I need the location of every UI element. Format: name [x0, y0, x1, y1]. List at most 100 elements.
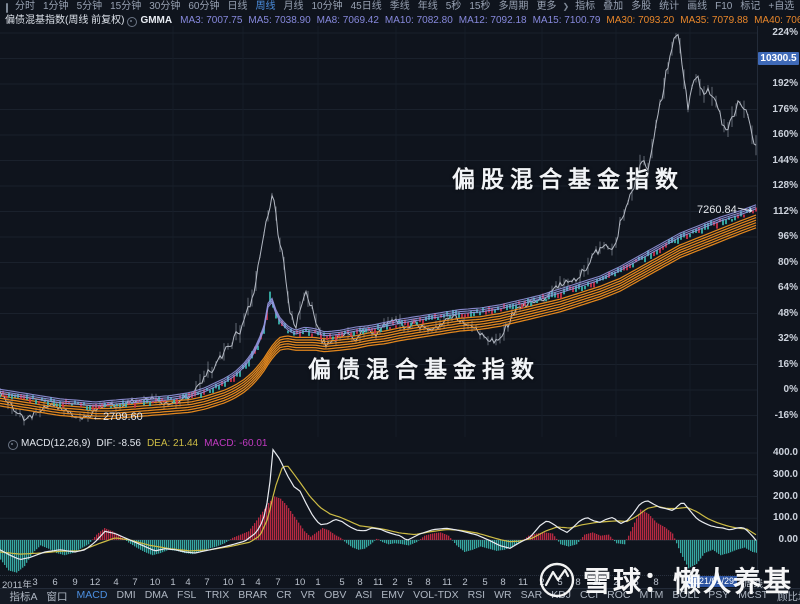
ma-value-MA40: MA40: 7062.96: [754, 15, 800, 26]
indicator-tab-DMA[interactable]: DMA: [144, 589, 169, 601]
y-axis-label--16%: -16%: [774, 409, 798, 421]
y-axis-label-192%: 192%: [772, 78, 798, 89]
indicator-tab-MCST[interactable]: MCST: [738, 589, 769, 601]
x-axis-label: 5: [407, 577, 413, 588]
tool-标记[interactable]: 标记: [740, 1, 761, 12]
indicator-visibility-icon[interactable]: [8, 439, 18, 450]
x-axis-label: 5: [339, 577, 345, 588]
x-axis-label: 10: [222, 577, 234, 588]
x-axis-label: 5: [633, 577, 639, 588]
period-tab-季线[interactable]: 季线: [389, 1, 410, 12]
period-tab-年线[interactable]: 年线: [417, 1, 438, 12]
period-tab-月线[interactable]: 月线: [283, 1, 304, 12]
tool-指标[interactable]: 指标: [575, 1, 596, 12]
indicator-tab-窗口[interactable]: 窗口: [46, 591, 68, 603]
period-tab-周线[interactable]: 周线: [255, 1, 276, 12]
indicator-tab-ASI[interactable]: ASI: [355, 589, 373, 601]
x-axis-label: 11: [592, 577, 602, 588]
y-axis-label-80%: 80%: [777, 256, 798, 268]
period-tab-5分钟[interactable]: 5分钟: [76, 1, 103, 12]
macd-dea-value: DEA: 21.44: [146, 438, 199, 449]
y-axis-label-128%: 128%: [772, 180, 798, 191]
period-tab-60分钟[interactable]: 60分钟: [188, 1, 220, 12]
window-menu-icon[interactable]: [6, 3, 8, 13]
watermark-text: 雪球：懒人养基: [583, 565, 794, 598]
indicator-tab-CR[interactable]: CR: [276, 589, 292, 601]
indicator-tab-RSI[interactable]: RSI: [467, 589, 486, 601]
period-tab-15分钟[interactable]: 15分钟: [110, 1, 142, 12]
indicator-tab-顾比均线[interactable]: 顾比均线: [777, 591, 800, 603]
xueqiu-logo-icon: [539, 562, 575, 598]
indicator-tab-ROC[interactable]: ROC: [607, 589, 631, 601]
band-low-value-label: ←2709.60: [92, 411, 143, 423]
y-axis-label-176%: 176%: [772, 103, 798, 115]
gmma-indicator-label[interactable]: GMMA: [140, 15, 173, 26]
indicator-tab-MTM[interactable]: MTM: [639, 589, 664, 601]
x-axis-label: 7: [275, 577, 281, 588]
x-axis-label: 2011年: [2, 580, 32, 591]
indicator-tab-EMV[interactable]: EMV: [381, 589, 405, 601]
ma-values: MA3: 7007.75 MA5: 7038.90 MA8: 7069.42 MA10…: [174, 14, 800, 27]
period-tab-1分钟[interactable]: 1分钟: [43, 1, 69, 12]
ma-value-MA30: MA30: 7093.20: [606, 15, 675, 26]
x-axis-label: 1: [240, 577, 246, 588]
period-tab-分时[interactable]: 分时: [15, 1, 35, 12]
indicator-tab-VR[interactable]: VR: [300, 589, 316, 601]
tool-叠加[interactable]: 叠加: [603, 1, 624, 12]
x-axis-label: 5: [557, 577, 563, 588]
period-tab-日线[interactable]: 日线: [227, 1, 248, 12]
period-tab-30分钟[interactable]: 30分钟: [149, 1, 181, 12]
period-tab-10分钟[interactable]: 10分钟: [311, 1, 343, 12]
main-chart-canvas[interactable]: [0, 26, 758, 437]
macd-dif-value: DIF: -8.56: [96, 438, 141, 449]
collapse-chevron-icon[interactable]: ❯: [562, 2, 570, 11]
y-axis-label-32%: 32%: [777, 333, 798, 344]
instrument-name[interactable]: 偏债混基指数(周线 前复权): [5, 15, 125, 26]
x-axis-label: 12: [89, 577, 101, 588]
indicator-tab-BOLL[interactable]: BOLL: [672, 589, 700, 601]
y-axis-label-96%: 96%: [777, 231, 798, 242]
y-axis-label-144%: 144%: [772, 154, 798, 166]
indicator-tab-WR[interactable]: WR: [494, 589, 512, 601]
indicator-tab-SAR[interactable]: SAR: [520, 589, 543, 601]
tool-多股[interactable]: 多股: [631, 1, 652, 12]
tool-统计[interactable]: 统计: [659, 1, 680, 12]
arrow-right-icon: ⟶: [735, 202, 754, 218]
x-axis-label: 11: [442, 577, 452, 588]
indicator-tab-指标A[interactable]: 指标A: [9, 591, 38, 603]
ma-value-MA5: MA5: 7038.90: [248, 15, 311, 26]
x-axis-label: 9: [72, 577, 78, 588]
bond-fund-index-annotation: 偏债混合基金指数: [308, 356, 540, 383]
x-axis-label: 4: [113, 577, 119, 588]
macd-header: MACD(12,26,9) DIF: -8.56 DEA: 21.44 MACD…: [5, 437, 267, 450]
x-axis-label: 2: [462, 577, 468, 588]
x-axis-label: 8: [653, 577, 659, 588]
indicator-tab-FSL[interactable]: FSL: [177, 589, 197, 601]
period-tab-5秒[interactable]: 5秒: [445, 1, 462, 12]
indicator-visibility-icon[interactable]: [127, 16, 138, 27]
indicator-tab-VOL-TDX[interactable]: VOL-TDX: [413, 589, 459, 601]
crosshair-date-tag: 2021/01/29: [686, 576, 738, 587]
period-tab-15秒[interactable]: 15秒: [469, 1, 491, 12]
tool-画线[interactable]: 画线: [687, 1, 708, 12]
x-axis-label: 11: [518, 577, 528, 588]
tool-+自选[interactable]: +自选: [768, 1, 795, 12]
tool-F10[interactable]: F10: [715, 1, 733, 12]
macd-params-label[interactable]: MACD(12,26,9): [21, 438, 91, 449]
indicator-tab-BRAR[interactable]: BRAR: [238, 589, 268, 601]
indicator-tab-TRIX[interactable]: TRIX: [205, 589, 230, 601]
period-tab-多周期[interactable]: 多周期: [498, 1, 529, 12]
indicator-tab-CCI[interactable]: CCI: [580, 589, 599, 601]
indicator-tab-DMI[interactable]: DMI: [116, 589, 136, 601]
period-tab-更多[interactable]: 更多: [536, 1, 557, 12]
price-axis-divider: [757, 26, 758, 575]
x-axis-label: 2: [392, 577, 398, 588]
x-axis-label: 8: [500, 577, 506, 588]
period-tab-45日线[interactable]: 45日线: [350, 1, 382, 12]
indicator-tab-MACD[interactable]: MACD: [76, 589, 108, 601]
macd-chart-canvas[interactable]: [0, 437, 758, 575]
x-axis-label: 7: [204, 577, 210, 588]
indicator-tab-PSY[interactable]: PSY: [708, 589, 730, 601]
indicator-tab-OBV[interactable]: OBV: [324, 589, 347, 601]
